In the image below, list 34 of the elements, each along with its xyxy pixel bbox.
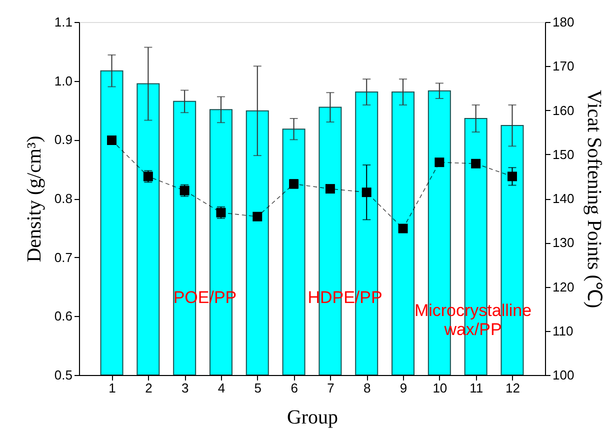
y2-tick-label: 180: [552, 14, 574, 30]
y-tick-label: 0.5: [54, 368, 72, 382]
x-tick-label: 11: [470, 380, 484, 396]
y2-tick-label: 140: [552, 191, 574, 206]
x-axis-title: Group: [286, 406, 338, 428]
y2-tick-label: 160: [552, 102, 574, 118]
x-tick-label: 7: [327, 380, 334, 396]
x-tick-label: 6: [290, 380, 298, 396]
y2-tick-label: 170: [552, 58, 574, 74]
y-tick-label: 1.0: [54, 73, 72, 88]
x-tick-label: 2: [145, 380, 152, 396]
x-tick-label: 8: [363, 380, 371, 396]
y2-tick-label: 120: [552, 279, 574, 294]
x-tick-label: 12: [506, 380, 520, 396]
point: [107, 136, 117, 145]
y-tick-label: 0.6: [54, 308, 72, 324]
point: [507, 172, 517, 182]
x-tick-label: 5: [254, 380, 262, 396]
y2-tick-label: 100: [552, 368, 574, 382]
x-tick-label: 9: [400, 380, 408, 396]
x-tick-label: 1: [108, 380, 116, 396]
y-tick-label: 0.8: [54, 191, 72, 206]
y2-tick-label: 110: [552, 323, 574, 338]
x-tick-label: 10: [432, 380, 448, 396]
y2-tick-label: 150: [552, 146, 574, 162]
x-tick-label: 3: [181, 380, 189, 396]
y-axis-title: Density (g/cm³): [23, 136, 46, 262]
y-tick-label: 1.1: [54, 14, 72, 30]
y-tick-label: 0.9: [54, 132, 72, 148]
x-tick-label: 4: [218, 380, 226, 396]
point: [362, 188, 372, 198]
y2-axis-title: Vicat Softening Points (℃): [583, 90, 603, 308]
y-tick-label: 0.7: [54, 250, 72, 265]
y2-tick-label: 130: [552, 235, 574, 250]
